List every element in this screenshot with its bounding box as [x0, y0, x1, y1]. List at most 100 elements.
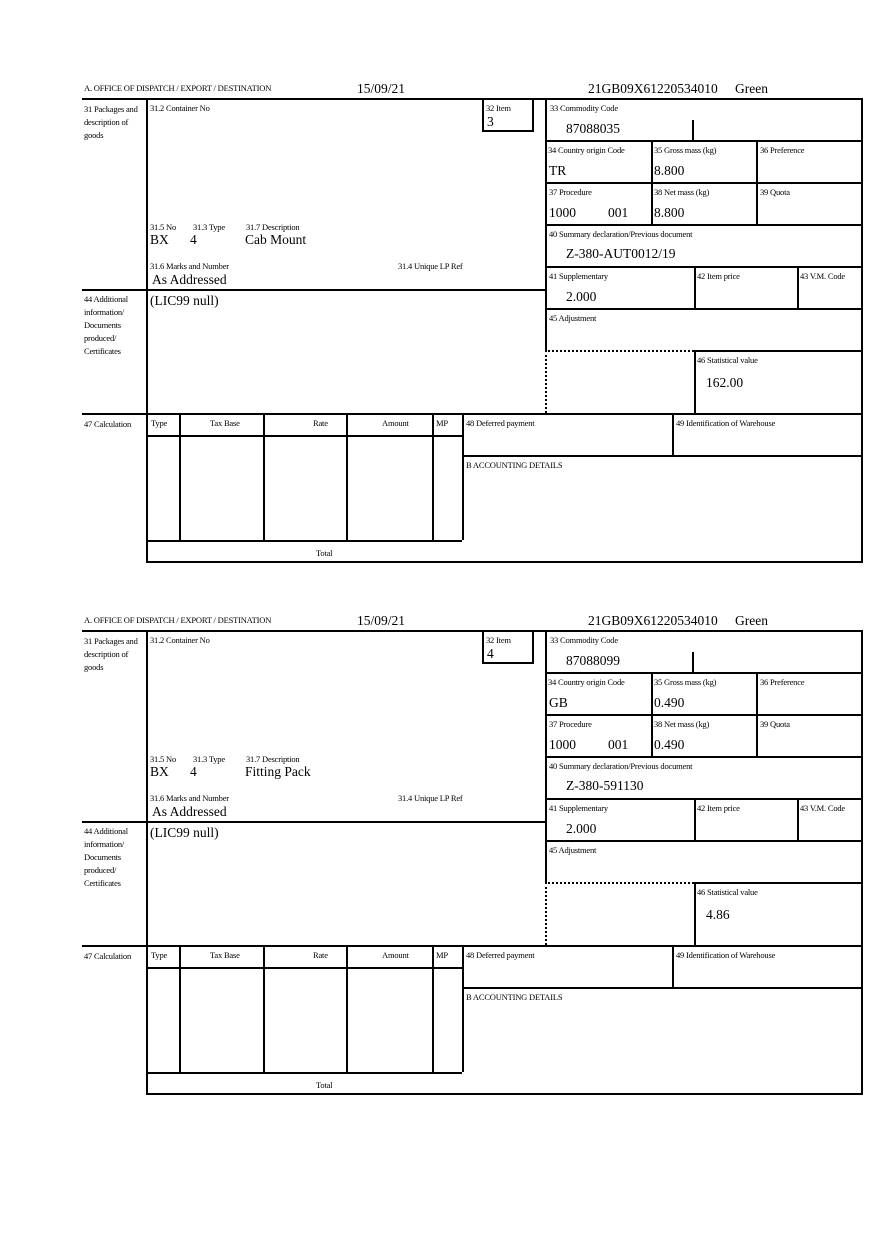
- accounting-details-label: B ACCOUNTING DETAILS: [466, 992, 563, 1002]
- divider: [545, 350, 694, 352]
- divider: [545, 350, 547, 413]
- procedure-label: 37 Procedure: [549, 719, 592, 729]
- goods-description: Fitting Pack: [245, 764, 311, 779]
- divider: [146, 630, 148, 1093]
- country-origin: TR: [549, 163, 567, 178]
- vm-code-label: 43 V.M. Code: [800, 803, 845, 813]
- item-declaration-block: A. OFFICE OF DISPATCH / EXPORT / DESTINA…: [0, 532, 882, 1095]
- divider: [692, 652, 694, 672]
- divider: [545, 672, 861, 674]
- divider: [545, 882, 694, 884]
- package-no: BX: [150, 764, 169, 779]
- goods-description: Cab Mount: [245, 232, 307, 247]
- divider: [346, 945, 348, 1072]
- additional-info-value: (LIC99 null): [150, 825, 219, 840]
- item-label: 32 Item: [486, 635, 511, 645]
- divider: [146, 561, 863, 563]
- commodity-code-label: 33 Commodity Code: [550, 635, 618, 645]
- calculation-label: 47 Calculation: [84, 419, 132, 429]
- adjustment-label: 45 Adjustment: [549, 313, 597, 323]
- calc-col-tax-base: Tax Base: [210, 418, 240, 428]
- divider: [545, 224, 861, 226]
- divider: [482, 98, 484, 130]
- divider: [861, 630, 863, 1093]
- procedure-label: 37 Procedure: [549, 187, 592, 197]
- divider: [462, 987, 861, 989]
- divider: [545, 140, 861, 142]
- divider: [82, 821, 545, 823]
- no-label: 31.5 No: [150, 754, 176, 764]
- additional-info-label: 44 Additional information/ Documents pro…: [84, 826, 128, 888]
- divider: [146, 1072, 462, 1074]
- marks-value: As Addressed: [152, 272, 227, 287]
- country-origin-label: 34 Country origin Code: [548, 145, 625, 155]
- unique-lp-ref-label: 31.4 Unique LP Ref: [398, 261, 463, 271]
- statistical-value-label: 46 Statistical value: [697, 355, 758, 365]
- divider: [462, 455, 861, 457]
- divider: [146, 967, 462, 969]
- calc-col-amount: Amount: [382, 418, 409, 428]
- net-mass-label: 38 Net mass (kg): [654, 187, 710, 197]
- warehouse-label: 49 Identification of Warehouse: [676, 418, 776, 428]
- divider: [462, 945, 464, 1072]
- divider: [146, 435, 462, 437]
- divider: [692, 120, 694, 140]
- description-label: 31.7 Description: [246, 222, 300, 232]
- calculation-label: 47 Calculation: [84, 951, 132, 961]
- net-mass: 8.800: [654, 205, 685, 220]
- divider: [545, 266, 861, 268]
- vm-code-label: 43 V.M. Code: [800, 271, 845, 281]
- quota-label: 39 Quota: [760, 719, 790, 729]
- net-mass-label: 38 Net mass (kg): [654, 719, 710, 729]
- divider: [694, 798, 696, 840]
- calc-col-tax-base: Tax Base: [210, 950, 240, 960]
- divider: [263, 945, 265, 1072]
- divider: [532, 98, 534, 130]
- summary-declaration: Z-380-AUT0012/19: [566, 246, 676, 261]
- divider: [146, 540, 462, 542]
- divider: [694, 350, 696, 413]
- divider: [672, 945, 674, 987]
- additional-info-value: (LIC99 null): [150, 293, 219, 308]
- supplementary-label: 41 Supplementary: [549, 271, 608, 281]
- divider: [482, 662, 534, 664]
- divider: [672, 413, 674, 455]
- calc-col-rate: Rate: [313, 418, 328, 428]
- calc-col-type: Type: [151, 950, 168, 960]
- additional-info-label: 44 Additional information/ Documents pro…: [84, 294, 128, 356]
- container-no-label: 31.2 Container No: [150, 635, 210, 645]
- item-label: 32 Item: [486, 103, 511, 113]
- calc-col-type: Type: [151, 418, 168, 428]
- divider: [462, 413, 464, 540]
- package-type: 4: [190, 764, 197, 779]
- supplementary: 2.000: [566, 821, 597, 836]
- type-label: 31.3 Type: [193, 222, 225, 232]
- total-label: Total: [316, 1080, 333, 1090]
- packages-label: 31 Packages and description of goods: [84, 104, 138, 140]
- divider: [179, 945, 181, 1072]
- deferred-payment-label: 48 Deferred payment: [466, 418, 535, 428]
- date: 15/09/21: [357, 613, 406, 628]
- marks-label: 31.6 Marks and Number: [150, 793, 229, 803]
- commodity-code: 87088099: [566, 653, 620, 668]
- total-label: Total: [316, 548, 333, 558]
- warehouse-label: 49 Identification of Warehouse: [676, 950, 776, 960]
- supplementary-label: 41 Supplementary: [549, 803, 608, 813]
- divider: [545, 882, 547, 945]
- divider: [82, 289, 545, 291]
- divider: [797, 798, 799, 840]
- marks-value: As Addressed: [152, 804, 227, 819]
- summary-declaration: Z-380-591130: [566, 778, 644, 793]
- divider: [545, 798, 861, 800]
- reference-number: 21GB09X61220534010: [588, 613, 718, 628]
- divider: [82, 945, 861, 947]
- procedure-extra: 001: [608, 205, 629, 220]
- statistical-value: 162.00: [706, 375, 744, 390]
- marks-label: 31.6 Marks and Number: [150, 261, 229, 271]
- item-number: 3: [487, 114, 494, 129]
- adjustment-label: 45 Adjustment: [549, 845, 597, 855]
- divider: [545, 840, 861, 842]
- calc-col-rate: Rate: [313, 950, 328, 960]
- quota-label: 39 Quota: [760, 187, 790, 197]
- divider: [861, 98, 863, 561]
